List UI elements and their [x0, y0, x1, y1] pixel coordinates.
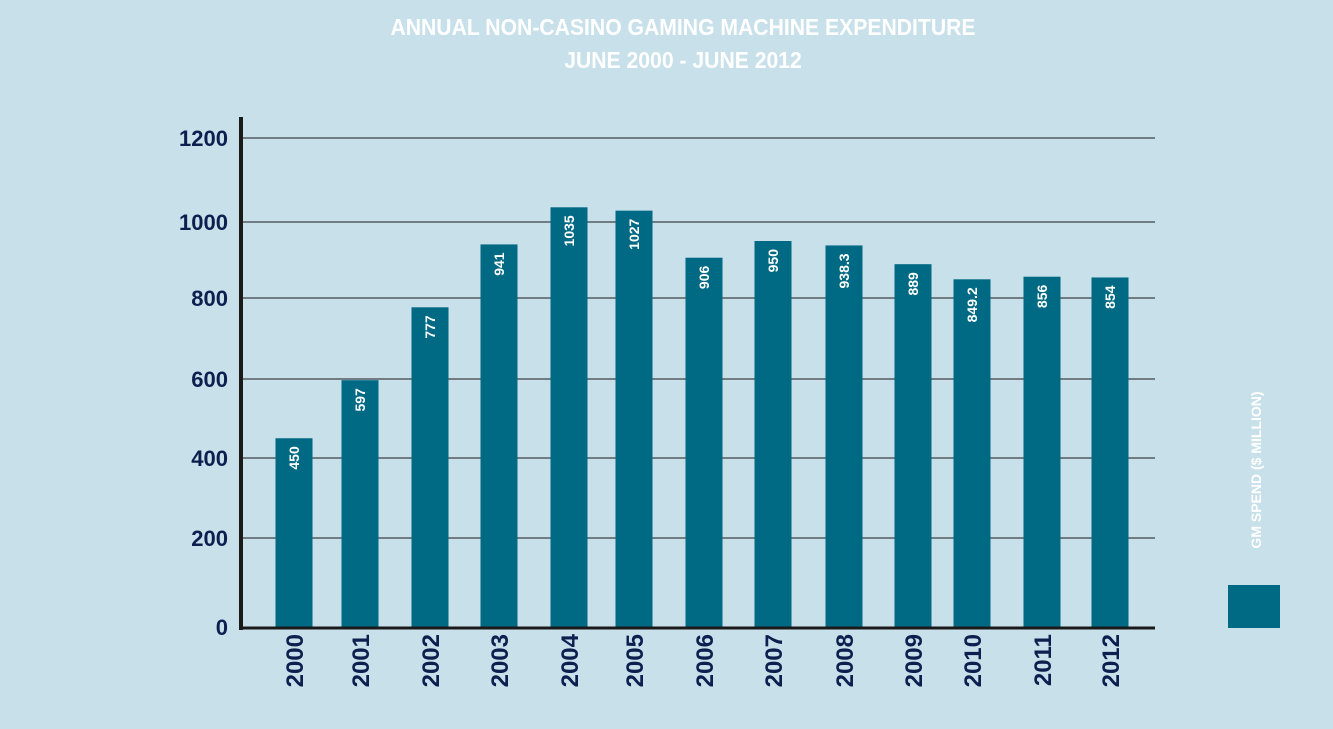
- bar-data-label: 938.3: [836, 253, 852, 288]
- bar: [685, 257, 723, 627]
- x-tick-label: 2001: [348, 634, 375, 687]
- x-tick-label: 2012: [1098, 634, 1125, 687]
- bar: [411, 307, 449, 627]
- bar: [341, 380, 379, 627]
- bar-data-label: 849.2: [964, 287, 980, 322]
- y-tick-label: 1000: [179, 210, 228, 235]
- bar: [825, 245, 863, 628]
- x-tick-label: 2008: [832, 634, 859, 687]
- bar: [480, 244, 518, 628]
- y-tick-label: 600: [191, 367, 228, 392]
- bar-data-label: 906: [696, 266, 712, 290]
- bar-data-label: 597: [352, 388, 368, 412]
- x-tick-label: 2005: [622, 634, 649, 687]
- bar: [754, 241, 792, 627]
- bar: [615, 210, 653, 627]
- bar: [894, 264, 932, 627]
- bar: [1091, 277, 1129, 627]
- x-tick-label: 2006: [692, 634, 719, 687]
- y-tick-label: 800: [191, 286, 228, 311]
- chart-title: ANNUAL NON-CASINO GAMING MACHINE EXPENDI…: [390, 14, 976, 40]
- legend-label: GM SPEND ($ MILLION): [1248, 391, 1264, 549]
- bar-data-label: 950: [765, 249, 781, 273]
- x-tick-label: 2000: [282, 634, 309, 687]
- x-tick-label: 2009: [901, 634, 928, 687]
- bar: [275, 438, 313, 627]
- legend-swatch: [1228, 585, 1280, 628]
- y-tick-label: 400: [191, 446, 228, 471]
- y-tick-label: 1200: [179, 126, 228, 151]
- bar-data-label: 854: [1102, 285, 1118, 309]
- y-tick-label: 0: [216, 615, 228, 640]
- bar-data-label: 1027: [626, 218, 642, 249]
- bar: [953, 279, 991, 627]
- x-tick-label: 2010: [960, 634, 987, 687]
- bar-data-label: 941: [491, 252, 507, 276]
- bar: [1023, 276, 1061, 627]
- chart-subtitle: JUNE 2000 - JUNE 2012: [564, 47, 802, 73]
- x-tick-label: 2007: [761, 634, 788, 687]
- x-tick-label: 2004: [557, 633, 584, 687]
- x-tick-label: 2011: [1030, 634, 1057, 686]
- bar-data-label: 1035: [561, 215, 577, 246]
- bar-data-label: 856: [1034, 285, 1050, 309]
- x-tick-label: 2003: [487, 634, 514, 687]
- bar-data-label: 777: [422, 315, 438, 339]
- y-tick-label: 200: [191, 526, 228, 551]
- x-tick-label: 2002: [418, 634, 445, 687]
- bar: [550, 207, 588, 628]
- bar-data-label: 889: [905, 272, 921, 296]
- bar-data-label: 450: [286, 446, 302, 470]
